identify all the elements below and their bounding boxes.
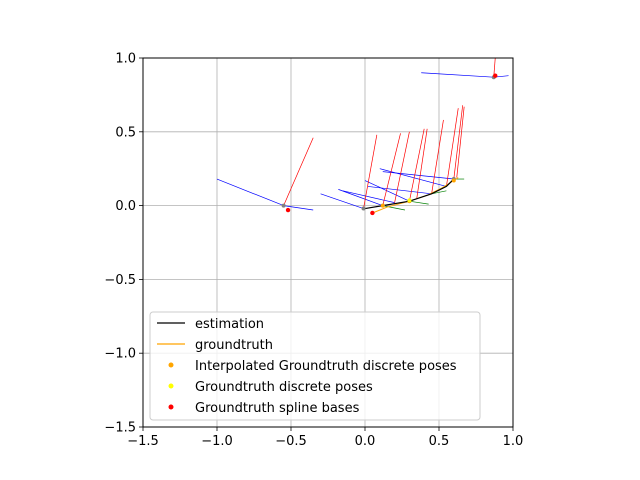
y-tick-label: −0.5 — [104, 273, 136, 288]
legend-label-groundtruth-spline-bases: Groundtruth spline bases — [195, 401, 360, 416]
legend-label-interpolated-groundtruth-poses: Interpolated Groundtruth discrete poses — [195, 359, 457, 374]
legend-box — [149, 311, 481, 421]
legend-symbol-groundtruth-spline-bases — [168, 404, 174, 410]
pose-axis-segment — [453, 105, 464, 180]
pose-axis-segment — [431, 119, 444, 194]
legend-symbol-groundtruth-discrete-poses — [168, 383, 174, 389]
pose-axis-segment — [216, 178, 284, 206]
pose-axis-segment — [382, 133, 401, 206]
y-tick-label: 0.5 — [115, 125, 136, 140]
pose-axis-segment — [409, 200, 429, 205]
estimation-line — [364, 178, 455, 210]
x-tick-label: −0.5 — [275, 434, 307, 449]
pose-axis-segment — [364, 180, 410, 202]
y-tick-label: 1.0 — [115, 52, 136, 67]
axis-ticks: −1.5 −1.0 −0.5 0.0 0.5 1.0 −1.5 −1.0 −0.5 0.0 0.5 1… — [104, 52, 523, 450]
pose-axis-segment — [283, 205, 314, 211]
pose-axis-segment — [394, 131, 410, 203]
plot-area — [216, 58, 509, 216]
pose-axis-segment — [320, 193, 364, 209]
pose-axis-segment — [421, 72, 494, 78]
legend-symbol-interpolated-groundtruth-poses — [168, 362, 174, 368]
x-tick-label: 1.0 — [503, 434, 524, 449]
y-tick-label: −1.5 — [104, 421, 136, 436]
x-tick-label: 0.5 — [429, 434, 450, 449]
pose-axis-segment — [416, 128, 428, 199]
estimated-pose-point — [281, 203, 286, 208]
pose-axis-segment — [456, 106, 465, 178]
x-tick-label: −1.0 — [201, 434, 233, 449]
interpolated-groundtruth-pose-point — [380, 203, 385, 208]
legend: estimation groundtruth Interpolated Grou… — [149, 311, 481, 421]
legend-label-groundtruth-discrete-poses: Groundtruth discrete poses — [195, 380, 373, 395]
pose-axis-segments — [216, 58, 509, 211]
groundtruth-spline-base-point — [370, 210, 375, 216]
pose-axis-segment — [409, 128, 425, 202]
legend-label-groundtruth: groundtruth — [195, 338, 273, 353]
y-tick-label: −1.0 — [104, 347, 136, 362]
pose-axis-segment — [446, 108, 459, 187]
pose-axis-segment — [342, 190, 395, 203]
pose-axis-segment — [382, 205, 406, 211]
pose-axis-segment — [367, 186, 432, 195]
pose-axis-segment — [338, 189, 383, 206]
interpolated-groundtruth-pose-point — [451, 178, 456, 183]
x-tick-label: 0.0 — [355, 434, 376, 449]
y-tick-label: 0.0 — [115, 199, 136, 214]
pose-axis-segment — [363, 134, 378, 209]
legend-label-estimation: estimation — [195, 317, 264, 332]
pose-axis-segment — [283, 137, 314, 206]
groundtruth-spline-base-point — [285, 207, 291, 213]
pose-axis-segment — [431, 190, 447, 195]
x-tick-label: −1.5 — [127, 434, 159, 449]
pose-points — [281, 73, 498, 216]
groundtruth-spline-base-point — [493, 73, 498, 78]
pose-axis-segment — [382, 171, 454, 180]
estimated-pose-point — [361, 206, 366, 211]
plot-frame — [142, 57, 514, 428]
groundtruth-discrete-pose-point — [407, 198, 412, 203]
